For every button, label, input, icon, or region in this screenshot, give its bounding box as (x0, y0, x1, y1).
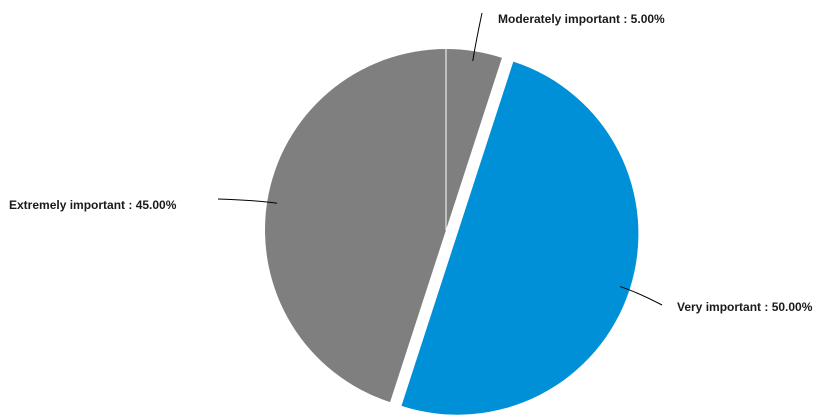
label-very-important: Very important : 50.00% (677, 300, 813, 314)
labels-layer: Moderately important : 5.00% Very import… (9, 12, 813, 314)
pie-slice-very-important (401, 61, 639, 415)
label-extremely-important: Extremely important : 45.00% (9, 198, 177, 212)
leaders-layer (217, 12, 663, 306)
leader-line-very-important (619, 286, 663, 306)
pie-slice-moderately-important (446, 49, 502, 230)
pie-slice-extremely-important (265, 49, 446, 403)
label-moderately-important: Moderately important : 5.00% (498, 12, 665, 26)
leader-line-moderately-important (472, 12, 483, 62)
slices-layer (265, 49, 639, 415)
leader-line-extremely-important (217, 198, 278, 204)
